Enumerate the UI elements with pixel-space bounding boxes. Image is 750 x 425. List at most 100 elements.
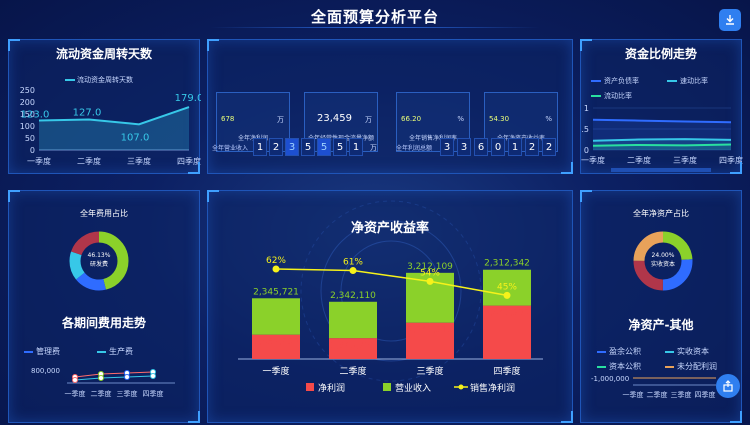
x-tick-label: 二季度 — [647, 390, 668, 399]
x-tick-label: 三季度 — [416, 365, 443, 377]
x-tick-label: 三季度 — [127, 156, 151, 166]
kpi-label: 全年销售净利润率 — [408, 135, 457, 142]
net-asset-share-pct: 24.00% — [651, 252, 675, 259]
turnover-days-title: 流动资金周转天数 — [55, 47, 152, 61]
net-asset-other-title: 净资产-其他 — [628, 318, 694, 332]
legend-label: 管理费 — [36, 347, 60, 356]
y-tick-label: 1 — [584, 104, 589, 113]
kpi-value: 54.30 — [489, 115, 510, 123]
net-asset-other-chart: 一季度 二季度 三季度 四季度 — [623, 377, 716, 399]
ratio-point — [503, 291, 511, 299]
y-tick-label: 0 — [584, 146, 589, 155]
revenue-label: 3,212,109 — [407, 262, 453, 272]
series-point — [72, 377, 78, 383]
series-line — [592, 118, 732, 124]
net-asset-other-legend-item: 实收资本 — [665, 346, 709, 357]
kpi-unit: 万 — [365, 116, 372, 124]
series-point — [124, 374, 130, 380]
fund-ratio-title: 资金比例走势 — [624, 47, 697, 61]
kpi-value: 23,459 — [317, 113, 352, 124]
donut-slice — [69, 231, 129, 291]
ratio-label: 62% — [266, 256, 286, 266]
donut-slice — [69, 231, 129, 291]
bar-net-profit — [252, 334, 300, 359]
revenue-digit: 5 — [333, 138, 347, 156]
series-line — [592, 138, 732, 142]
revenue-label: 全年营业收入 — [212, 145, 249, 152]
kpi-value: 66.20 — [401, 115, 422, 123]
period-expense-legend-item: 生产费 — [97, 346, 133, 357]
profit-label: 全年利润总额 — [396, 145, 433, 152]
net-profit-label: 1,345,721 — [330, 341, 376, 351]
ratio-line — [275, 268, 508, 297]
donut-slice — [633, 231, 693, 291]
net-profit-label: 3,441,232 — [484, 309, 530, 319]
share-button[interactable] — [716, 374, 740, 398]
kpi-unit: % — [545, 115, 552, 123]
fund-ratio-legend-item: 流动比率 — [591, 91, 632, 101]
revenue-digit: 5 — [317, 138, 331, 156]
series-area — [593, 119, 731, 150]
legend-label: 营业收入 — [395, 382, 431, 394]
bar-revenue — [483, 269, 531, 306]
y-tick-label: 200 — [20, 98, 35, 107]
revenue-digit: 1 — [349, 138, 363, 156]
net-asset-panel: 全年净资产占比 24.00% 实收资本 净资产-其他 盈余公积 实收资本 资本公积 未… — [580, 190, 742, 423]
x-tick-label: 一季度 — [623, 390, 644, 399]
period-expense-chart: 一季度 二季度 三季度 四季度 — [65, 369, 175, 398]
x-tick-label: 二季度 — [91, 389, 112, 398]
x-tick-label: 三季度 — [671, 390, 692, 399]
series-line — [592, 143, 732, 147]
legend-label: 资产负债率 — [604, 77, 639, 85]
expense-share-title: 全年费用占比 — [80, 209, 128, 218]
fund-ratio-legend-item: 资产负债率 — [591, 76, 639, 86]
roe-panel: 净资产收益率 2,345,721 1,567,803 一季度 2,342,110 1,3… — [207, 190, 573, 423]
profit-digit: 6 — [474, 138, 488, 156]
x-tick-label: 四季度 — [143, 389, 164, 398]
ratio-label: 45% — [497, 282, 517, 292]
legend-line-icon — [667, 80, 677, 82]
net-asset-other-legend-item: 盈余公积 — [597, 346, 641, 357]
revenue-digit: 5 — [301, 138, 315, 156]
x-tick-label: 一季度 — [262, 365, 289, 377]
net-profit-label: 2,341,210 — [407, 326, 453, 336]
fund-ratio-scrollbar[interactable] — [611, 168, 711, 172]
x-tick-label: 一季度 — [27, 156, 51, 166]
ratio-point — [349, 267, 357, 275]
x-tick-label: 四季度 — [493, 365, 520, 377]
turnover-days-chart: 250 200 150 100 50 0 123.0 127.0 107.0 179.0 一季度 二季… — [20, 86, 201, 166]
donut-slice — [69, 231, 129, 291]
expense-share-center: 46.13% 研发费 — [71, 251, 127, 269]
share-icon — [723, 380, 733, 392]
kpi-value: 678 — [221, 115, 235, 123]
legend-dot-icon — [597, 350, 606, 353]
legend-swatch — [306, 383, 314, 391]
roe-chart: 2,345,721 1,567,803 一季度 2,342,110 1,345,721 二… — [238, 256, 543, 394]
period-expense-title: 各期间费用走势 — [61, 316, 146, 330]
legend-label: 实收资本 — [677, 347, 709, 356]
download-button[interactable] — [719, 9, 741, 31]
legend-label: 资本公积 — [609, 362, 641, 371]
net-asset-other-y-tick: -1,000,000 — [591, 375, 630, 383]
profit-digit: 3 — [457, 138, 471, 156]
profit-digit: 2 — [542, 138, 556, 156]
x-tick-label: 四季度 — [695, 390, 716, 399]
legend-dot-icon — [665, 350, 674, 353]
bar-revenue — [329, 301, 377, 339]
legend-label: 流动比率 — [604, 92, 632, 100]
y-tick-label: 50 — [25, 134, 35, 143]
legend-label: 速动比率 — [680, 77, 708, 85]
expense-share-donut — [69, 231, 129, 291]
y-tick-label: 0.5 — [581, 125, 589, 134]
net-asset-other-legend-item: 资本公积 — [597, 361, 641, 372]
series-point — [150, 373, 156, 379]
legend-line-icon — [591, 95, 601, 97]
page-title: 全面预算分析平台 — [310, 8, 439, 26]
kpi-unit: % — [457, 115, 464, 123]
period-expense-legend-item: 管理费 — [24, 346, 60, 357]
legend-label: 盈余公积 — [609, 347, 641, 356]
revenue-label: 2,312,342 — [484, 259, 530, 269]
legend-label: 生产费 — [109, 347, 133, 356]
series-point — [98, 375, 104, 381]
